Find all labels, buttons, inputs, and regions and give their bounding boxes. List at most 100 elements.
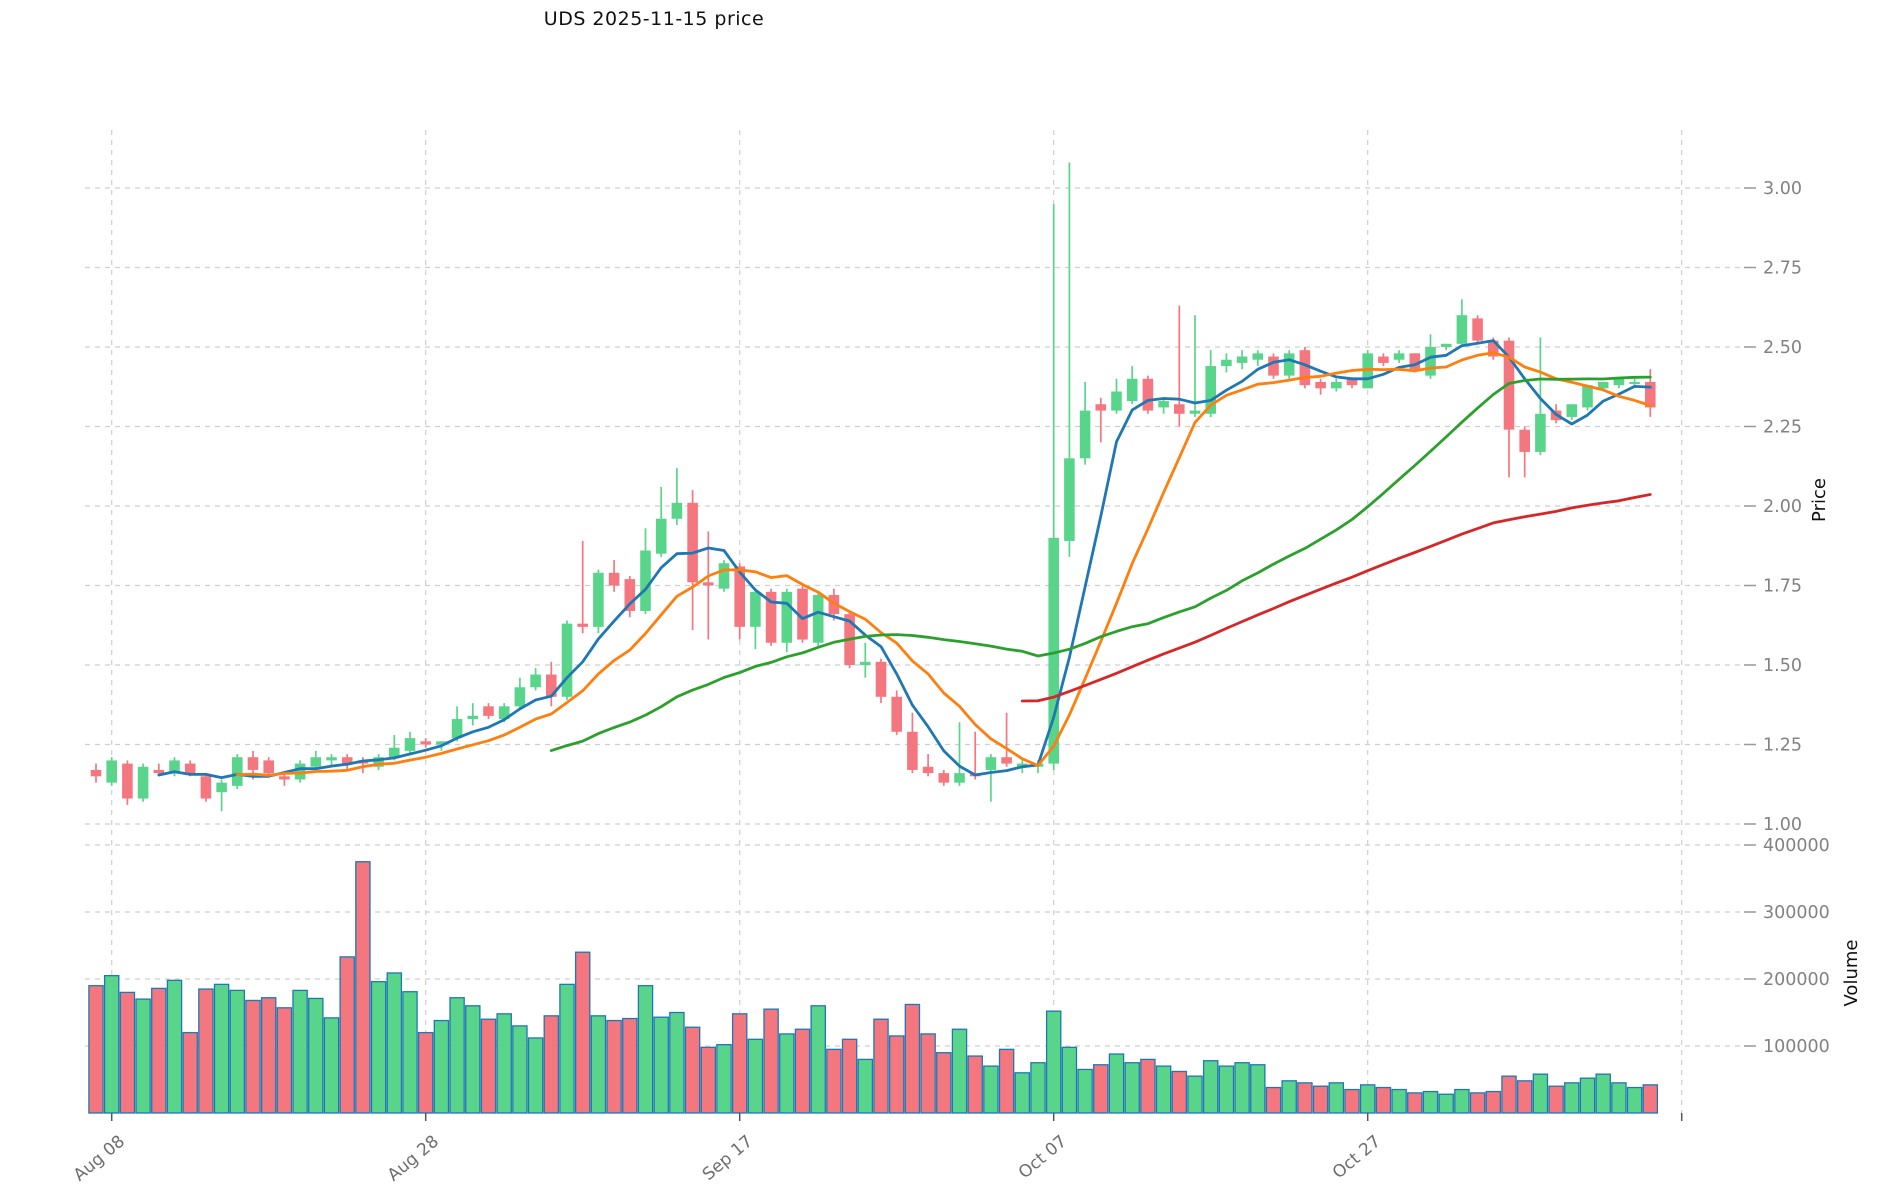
volume-bar <box>135 998 151 1114</box>
volume-bar <box>166 979 183 1114</box>
volume-bar <box>1469 1092 1486 1114</box>
volume-bar <box>1187 1075 1203 1114</box>
volume-axis-label: Volume <box>1841 939 1862 1007</box>
volume-bar <box>731 1013 748 1114</box>
candle-body <box>216 782 227 793</box>
candle-body <box>640 550 651 611</box>
volume-bar <box>1124 1062 1140 1114</box>
volume-bar <box>1202 1060 1219 1114</box>
candle-body <box>1456 315 1468 344</box>
volume-bar <box>308 997 324 1114</box>
date-tick-label: Oct 27 <box>1329 1132 1385 1184</box>
candle-body <box>279 776 290 780</box>
volume-bar <box>417 1031 434 1114</box>
volume-bar <box>1061 1046 1078 1114</box>
candle-body <box>1440 343 1452 347</box>
volume-bar <box>1030 1062 1046 1114</box>
volume-bar <box>527 1037 544 1114</box>
candle-body <box>1236 356 1248 363</box>
candle-body <box>985 757 997 770</box>
candle-body <box>1111 391 1122 411</box>
candle-body <box>232 757 243 786</box>
volume-bar <box>826 1048 842 1114</box>
candle-body <box>1315 381 1326 389</box>
volume-bar <box>983 1065 999 1114</box>
candle-body <box>1126 378 1138 402</box>
candle-body <box>812 595 824 643</box>
volume-bar <box>292 989 308 1114</box>
price-tick-label: 2.50 <box>1763 338 1802 358</box>
candle-body <box>1158 401 1169 408</box>
candle-body <box>860 661 871 665</box>
candle-body <box>1597 381 1609 389</box>
volume-bar <box>1281 1080 1297 1114</box>
candle-body <box>1095 404 1107 411</box>
volume-bar <box>480 1018 497 1114</box>
volume-bar <box>1501 1075 1517 1114</box>
candle-body <box>1503 340 1515 430</box>
volume-bar <box>873 1018 889 1114</box>
price-tick-label: 1.75 <box>1763 577 1802 597</box>
candles-layer <box>90 162 1656 812</box>
ma-line-sma60 <box>1020 493 1652 703</box>
candle-body <box>420 741 431 745</box>
volume-bar <box>370 981 387 1114</box>
volume-bar <box>465 1005 481 1114</box>
candle-body <box>1425 347 1436 376</box>
price-tick-label: 1.00 <box>1763 815 1802 835</box>
volume-bar <box>1611 1082 1627 1114</box>
candle-body <box>561 623 573 697</box>
candle-body <box>122 763 133 799</box>
candle-body <box>514 687 526 707</box>
volume-bar <box>512 1025 528 1114</box>
volume-bar <box>402 991 418 1114</box>
candle-body <box>1142 378 1154 411</box>
candle-body <box>341 757 353 764</box>
volume-bar <box>1626 1086 1643 1114</box>
date-tick-label: Aug 08 <box>70 1132 129 1186</box>
ma-line-sma10 <box>235 351 1652 777</box>
volume-bar <box>1595 1073 1611 1114</box>
price-tick-label: 2.00 <box>1763 497 1802 517</box>
volume-bar <box>1250 1064 1266 1114</box>
volume-bar <box>1359 1084 1376 1114</box>
candle-body <box>1582 385 1593 408</box>
volume-bar <box>119 991 136 1114</box>
volume-tick-label: 200000 <box>1763 970 1830 990</box>
candle-body <box>389 747 400 758</box>
price-tick-label: 1.25 <box>1763 736 1802 756</box>
candle-body <box>451 719 463 739</box>
candle-body <box>1519 429 1530 452</box>
volume-bar <box>543 1015 560 1114</box>
candle-body <box>1393 353 1405 360</box>
volume-bar <box>684 1026 701 1114</box>
volume-bar <box>339 956 355 1114</box>
volume-bar <box>1516 1080 1533 1114</box>
volume-bar <box>669 1011 685 1114</box>
volume-bar <box>1375 1086 1392 1114</box>
volume-bars-layer <box>88 861 1659 1114</box>
candle-body <box>703 582 714 586</box>
volume-bar <box>1344 1088 1360 1114</box>
volume-bar <box>386 972 403 1114</box>
price-tick-label: 2.25 <box>1763 418 1802 438</box>
candle-body <box>467 715 479 720</box>
volume-bar <box>1579 1077 1596 1114</box>
volume-bar <box>1171 1070 1188 1114</box>
candle-body <box>1064 458 1075 541</box>
candle-body <box>765 591 777 643</box>
candle-body <box>1001 757 1012 764</box>
candle-body <box>593 572 604 627</box>
volume-bar <box>1642 1084 1659 1114</box>
candle-body <box>1268 356 1279 376</box>
volume-bar <box>1218 1065 1235 1114</box>
candle-body <box>106 760 117 783</box>
volume-bar <box>716 1044 732 1114</box>
volume-bar <box>260 997 277 1114</box>
volume-bar <box>1564 1082 1580 1114</box>
candle-body <box>875 661 887 697</box>
candle-body <box>1174 404 1185 414</box>
candle-body <box>90 769 102 777</box>
volume-tick-label: 100000 <box>1763 1037 1830 1057</box>
